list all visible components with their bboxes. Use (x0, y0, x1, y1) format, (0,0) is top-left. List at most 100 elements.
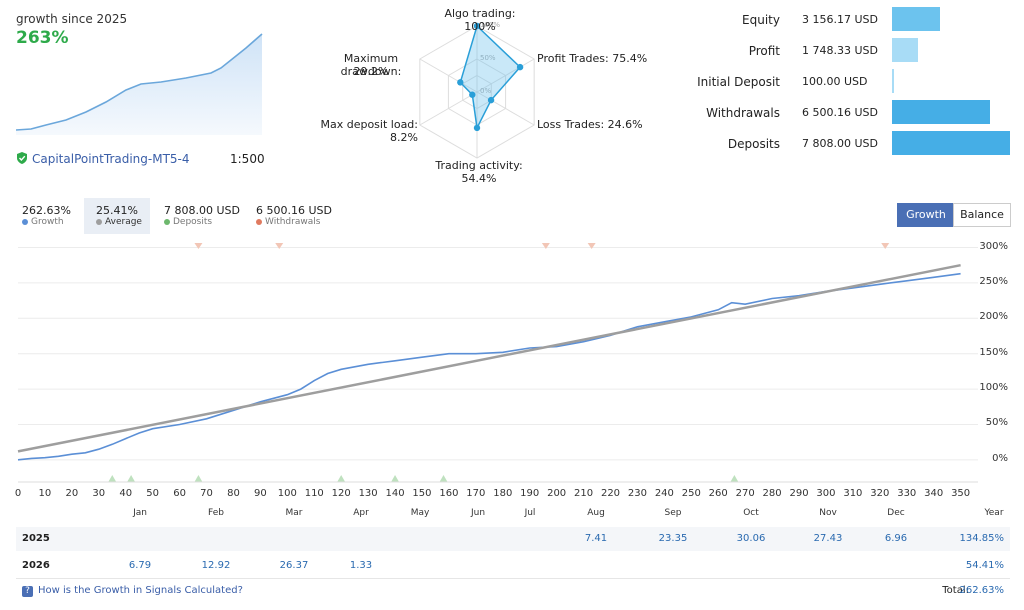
legend-deposits-value: 7 808.00 USD (164, 204, 240, 217)
x-tick-label: 280 (762, 488, 782, 499)
legend-deposits[interactable]: 7 808.00 USD Deposits (164, 204, 240, 227)
x-tick-label: 240 (654, 488, 674, 499)
legend-withdrawals-value: 6 500.16 USD (256, 204, 332, 217)
stat-label: Profit (748, 44, 780, 58)
deposit-dot-icon (164, 218, 170, 225)
deposit-marker (108, 475, 117, 482)
radar-axis (419, 58, 478, 93)
account-name-link[interactable]: CapitalPointTrading-MT5-4 (32, 152, 190, 166)
x-tick-label: 300 (816, 488, 836, 499)
x-tick-label: 40 (119, 488, 133, 499)
x-tick-label: 290 (789, 488, 809, 499)
month-label: May (410, 508, 430, 518)
stat-label: Withdrawals (706, 106, 780, 120)
growth-chart (17, 243, 978, 483)
help-question-icon[interactable]: ? (22, 586, 33, 597)
table-total-2025: 134.85% (959, 533, 1005, 544)
month-label: Year (984, 508, 1004, 518)
x-tick-label: 90 (254, 488, 267, 499)
month-label: Jul (524, 508, 536, 518)
month-label: Nov (819, 508, 837, 518)
radar-label-activity: Trading activity: 54.4% (435, 159, 523, 185)
x-tick-label: 120 (331, 488, 351, 499)
table-cell: 6.96 (884, 533, 908, 544)
legend-growth-label: Growth (31, 217, 64, 227)
x-tick-label: 70 (200, 488, 213, 499)
stat-value: 6 500.16 USD (802, 106, 878, 119)
legend-average-value: 25.41% (96, 204, 138, 217)
month-label: Dec (887, 508, 905, 518)
footer-total-label: Total: (942, 585, 969, 596)
month-label: Mar (285, 508, 303, 518)
x-tick-label: 210 (574, 488, 594, 499)
x-tick-label: 140 (385, 488, 405, 499)
deposit-marker (730, 475, 739, 482)
y-tick-label: 250% (979, 275, 1008, 287)
stat-label: Initial Deposit (697, 75, 780, 89)
month-label: Sep (664, 508, 682, 518)
legend-deposits-label: Deposits (173, 217, 213, 227)
y-tick-label: 100% (979, 382, 1008, 394)
growth-help-link[interactable]: How is the Growth in Signals Calculated? (38, 585, 243, 596)
tab-balance[interactable]: Balance (953, 203, 1011, 227)
stat-bar (892, 69, 894, 93)
verified-shield-icon (17, 152, 27, 164)
series-growth (17, 272, 961, 461)
month-label: Jun (470, 508, 486, 518)
x-tick-label: 220 (600, 488, 621, 499)
x-tick-label: 330 (897, 488, 917, 499)
stat-bar (892, 7, 940, 31)
table-year-2025: 2025 (22, 533, 50, 544)
legend-growth: 262.63% Growth (22, 204, 71, 227)
x-tick-label: 130 (358, 488, 378, 499)
average-dot-icon (96, 218, 102, 225)
tab-growth[interactable]: Growth (897, 203, 955, 227)
withdrawal-marker (587, 243, 596, 249)
y-tick-label: 150% (979, 346, 1008, 358)
radar-point-activity (473, 124, 481, 132)
month-label: Jan (133, 508, 147, 518)
x-tick-label: 260 (708, 488, 728, 499)
month-label: Aug (587, 508, 605, 518)
radar-chart: 100% 50% 0% (419, 21, 535, 159)
stat-label: Equity (742, 13, 780, 27)
legend-growth-value: 262.63% (22, 204, 71, 217)
x-tick-label: 180 (493, 488, 513, 499)
table-total-2026: 54.41% (965, 560, 1004, 571)
radar-axis (476, 91, 535, 126)
x-tick-label: 10 (38, 488, 52, 499)
stat-value: 100.00 USD (802, 75, 868, 88)
y-tick-label: 0% (992, 452, 1008, 464)
stat-value: 3 156.17 USD (802, 13, 878, 26)
table-divider (16, 578, 1010, 579)
deposit-marker (127, 475, 136, 482)
radar-point-profit_trades (516, 63, 524, 71)
x-tick-label: 100 (277, 488, 297, 499)
stat-label: Deposits (727, 137, 780, 151)
radar-point-drawdown (457, 79, 464, 86)
month-label: Feb (208, 508, 224, 518)
x-tick-label: 0 (14, 488, 22, 499)
x-tick-label: 200 (547, 488, 567, 499)
stat-bar (892, 38, 919, 62)
growth-sparkline (16, 33, 263, 135)
table-cell: 6.79 (128, 560, 152, 571)
legend-withdrawals[interactable]: 6 500.16 USD Withdrawals (256, 204, 332, 227)
footer-total-value: 262.63% (959, 585, 1005, 596)
y-tick-label: 300% (979, 240, 1008, 252)
withdrawal-marker (194, 243, 203, 249)
table-row-2025 (16, 527, 1010, 551)
deposit-marker (439, 475, 448, 482)
x-tick-label: 350 (951, 488, 971, 499)
x-tick-label: 230 (627, 488, 647, 499)
legend-average-toggle[interactable]: 25.41% Average (84, 198, 150, 234)
x-tick-label: 50 (146, 488, 160, 499)
stat-bar (892, 131, 1010, 155)
x-tick-label: 150 (412, 488, 432, 499)
table-cell: 12.92 (201, 560, 231, 571)
account-stats: Equity 3 156.17 USD Profit 1 748.33 USD Init… (680, 0, 1024, 170)
series-average (17, 263, 961, 453)
x-tick-label: 30 (92, 488, 106, 499)
withdrawal-marker (275, 243, 284, 249)
stat-bar (892, 100, 991, 124)
